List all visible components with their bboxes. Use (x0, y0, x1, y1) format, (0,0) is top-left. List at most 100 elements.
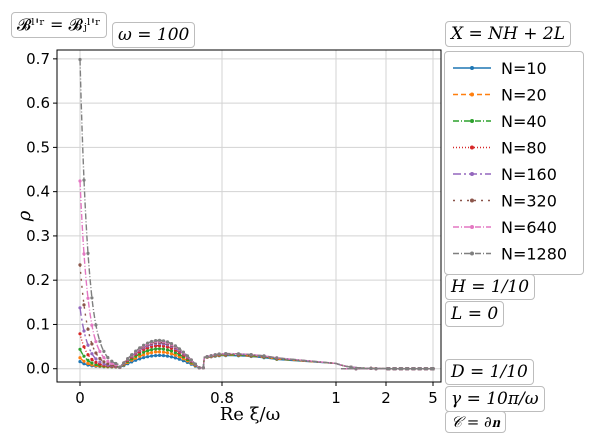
data-point (110, 359, 114, 363)
data-point (90, 323, 94, 327)
data-point (138, 354, 142, 358)
data-point (161, 344, 166, 348)
data-point (201, 366, 205, 370)
data-point (78, 306, 82, 310)
legend-marker (470, 145, 474, 150)
data-point (118, 365, 122, 369)
data-point (106, 355, 110, 360)
data-point (209, 354, 213, 358)
data-point (161, 347, 166, 351)
omega-label: ω = 100 (112, 22, 196, 48)
grid (57, 50, 441, 382)
data-point (138, 346, 142, 350)
data-point (418, 367, 423, 371)
data-point (98, 339, 102, 343)
data-point (193, 362, 197, 366)
data-point (161, 354, 166, 358)
legend-marker (470, 251, 474, 256)
data-point (98, 356, 102, 361)
data-point (82, 359, 86, 363)
data-point (369, 366, 373, 370)
data-point (82, 178, 86, 182)
data-point (154, 339, 158, 343)
data-point (406, 367, 410, 371)
data-point (154, 344, 158, 348)
data-point (150, 354, 154, 358)
data-point (146, 349, 150, 353)
data-point (249, 353, 253, 357)
data-point (82, 303, 86, 307)
plot-frame (56, 49, 442, 383)
data-point (102, 360, 106, 364)
data-point (142, 350, 146, 354)
legend: N=10 N=20 N=40 N=80 N=160 N=320 N=640 N=1280 (444, 51, 584, 275)
y-tick-label: 0.5 (26, 138, 50, 156)
data-point (82, 345, 86, 349)
data-point (98, 360, 102, 364)
data-point (134, 358, 138, 362)
data-point (78, 57, 82, 62)
data-point (185, 354, 189, 358)
data-point (94, 340, 98, 344)
data-point (138, 357, 142, 361)
data-point (142, 356, 146, 360)
c-label: 𝒞 = ∂𝐧 (445, 411, 506, 433)
legend-marker (470, 198, 474, 203)
data-point (150, 339, 154, 344)
data-point (157, 347, 162, 351)
data-point (173, 351, 177, 355)
legend-label: N=40 (501, 112, 547, 131)
data-point (102, 362, 106, 366)
x-tick-label: 5 (428, 389, 438, 407)
data-point (275, 356, 279, 360)
data-point (78, 347, 82, 351)
data-point (374, 367, 378, 371)
data-point (431, 367, 435, 371)
x-axis: 0 0.8 1 2 5 (75, 382, 438, 407)
data-point (165, 348, 170, 352)
data-point (94, 357, 98, 361)
data-point (150, 348, 154, 352)
data-point (157, 338, 162, 342)
x-tick-label: 0 (75, 389, 85, 407)
data-point (400, 367, 404, 371)
legend-marker (470, 66, 474, 70)
data-point (94, 323, 98, 327)
data-point (90, 357, 94, 362)
x-axis-label: Re ξ/ω (220, 404, 281, 425)
data-point (177, 357, 181, 361)
data-point (173, 344, 177, 348)
d-label: D = 1/10 (445, 359, 534, 385)
data-point (86, 361, 90, 366)
data-point (354, 367, 358, 371)
data-point (134, 349, 138, 353)
data-point (161, 339, 166, 343)
legend-label: N=80 (501, 139, 547, 158)
data-point (165, 351, 170, 355)
y-tick-label: 0.0 (26, 360, 50, 378)
data-point (387, 367, 391, 371)
boundary-condition-label: 𝓑ˡ'ʳ = 𝓑ⱼˡ'ʳ (11, 12, 107, 38)
data-point (94, 360, 98, 364)
x-formula-label: X = NH + 2L (445, 21, 572, 47)
data-point (126, 357, 130, 361)
y-tick-label: 0.2 (26, 271, 50, 289)
data-point (181, 350, 185, 354)
data-point (142, 343, 146, 347)
legend-label: N=160 (501, 165, 557, 184)
data-point (78, 263, 82, 267)
data-point (102, 356, 106, 360)
legend-marker (470, 172, 474, 176)
data-point (110, 361, 114, 366)
data-point (86, 251, 90, 255)
data-point (114, 361, 118, 366)
data-point (197, 366, 201, 370)
data-point (142, 353, 146, 357)
data-point (154, 354, 158, 358)
data-point (189, 358, 193, 362)
legend-marker (470, 92, 474, 97)
y-axis: 0.0 0.1 0.2 0.3 0.4 0.5 0.6 0.7 (26, 50, 57, 378)
data-point (169, 349, 174, 353)
data-point (173, 356, 177, 360)
